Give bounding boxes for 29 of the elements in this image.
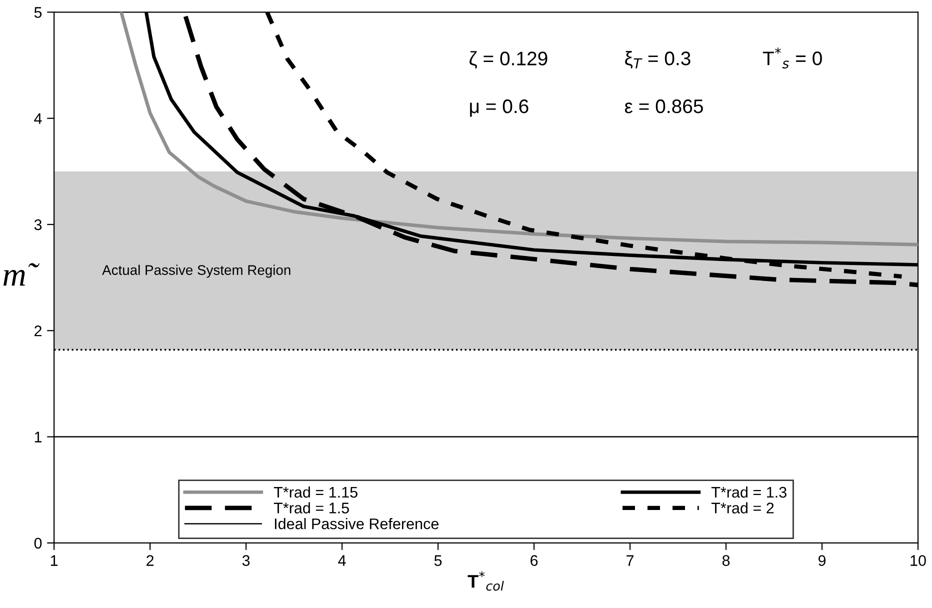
annotation: ε = 0.865: [624, 99, 703, 114]
x-tick-label: 2: [146, 555, 154, 566]
legend-label: Ideal Passive Reference: [274, 518, 438, 530]
annotation: ζ = 0.129: [470, 51, 548, 69]
legend-label: T*rad = 1.15: [274, 486, 358, 498]
x-tick-label: 10: [910, 555, 926, 566]
y-tick-label: 3: [34, 219, 42, 230]
x-tick-label: 3: [242, 555, 250, 566]
annotation: μ = 0.6: [470, 99, 528, 117]
y-tick-label: 4: [34, 113, 42, 124]
x-tick-label: 9: [818, 555, 826, 566]
x-tick-label: 1: [50, 555, 58, 566]
band-label: Actual Passive System Region: [102, 264, 290, 278]
x-tick-label: 7: [626, 555, 634, 566]
legend-label: T*rad = 1.5: [274, 502, 349, 514]
annotation: T$^{*}$$_{s}$ = 0: [762, 48, 822, 68]
y-tick-label: 1: [34, 432, 42, 442]
legend-label: T*rad = 1.3: [711, 486, 786, 498]
x-tick-label: 6: [530, 555, 538, 566]
y-tick-label: 5: [34, 7, 42, 18]
legend-label: T*rad = 2: [711, 502, 774, 514]
x-axis-title: T$^{*}$$_{col}$: [468, 571, 504, 591]
x-tick-label: 5: [434, 555, 442, 566]
x-tick-label: 4: [338, 555, 346, 566]
x-tick-label: 8: [722, 555, 730, 566]
annotation: ξ$_{T}$ = 0.3: [625, 51, 690, 68]
y-tick-label: 0: [34, 538, 42, 549]
y-axis-title: m̃: [3, 263, 40, 286]
y-tick-label: 2: [34, 326, 42, 336]
